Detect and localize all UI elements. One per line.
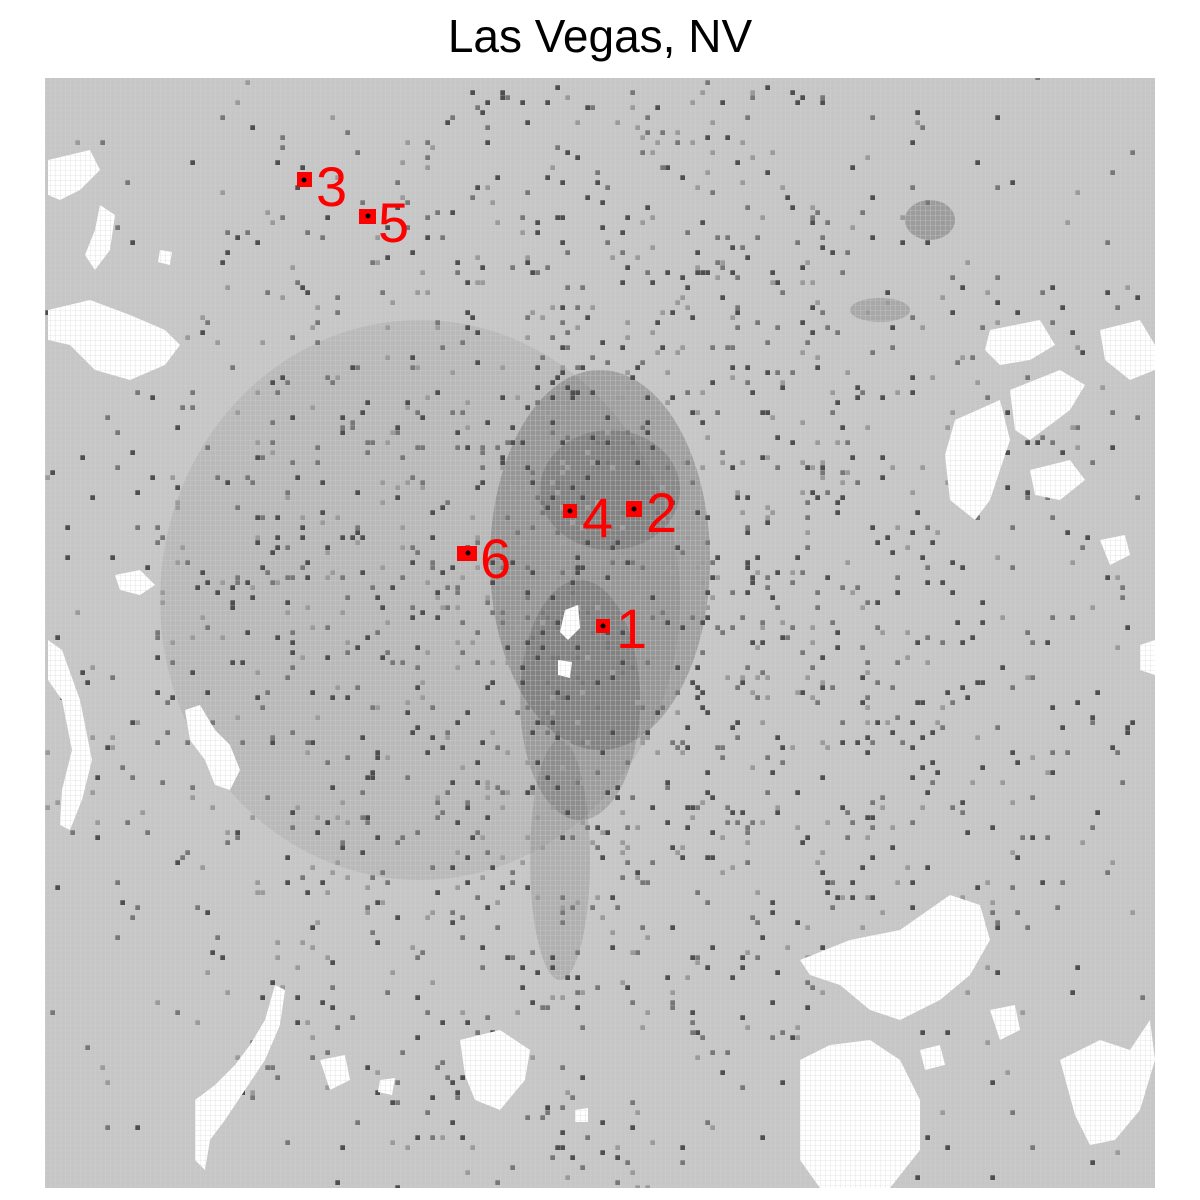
marker-5-label: 5 <box>378 191 409 254</box>
marker-6[interactable]: 6 <box>457 527 511 590</box>
marker-6-label: 6 <box>480 527 511 590</box>
marker-1[interactable]: 1 <box>596 597 647 660</box>
marker-2-center <box>631 506 637 512</box>
marker-3-center <box>301 177 307 183</box>
marker-3[interactable]: 3 <box>297 155 347 218</box>
marker-4-label: 4 <box>582 486 613 549</box>
marker-2-label: 2 <box>646 481 677 544</box>
marker-5-center <box>365 213 371 219</box>
marker-4[interactable]: 4 <box>563 486 613 549</box>
marker-1-center <box>600 623 606 629</box>
marker-2[interactable]: 2 <box>626 481 677 544</box>
marker-6-center <box>465 550 471 556</box>
marker-4-center <box>567 508 573 514</box>
marker-1-label: 1 <box>616 597 647 660</box>
marker-5[interactable]: 5 <box>359 191 409 254</box>
marker-3-label: 3 <box>316 155 347 218</box>
map-title: Las Vegas, NV <box>447 10 753 62</box>
